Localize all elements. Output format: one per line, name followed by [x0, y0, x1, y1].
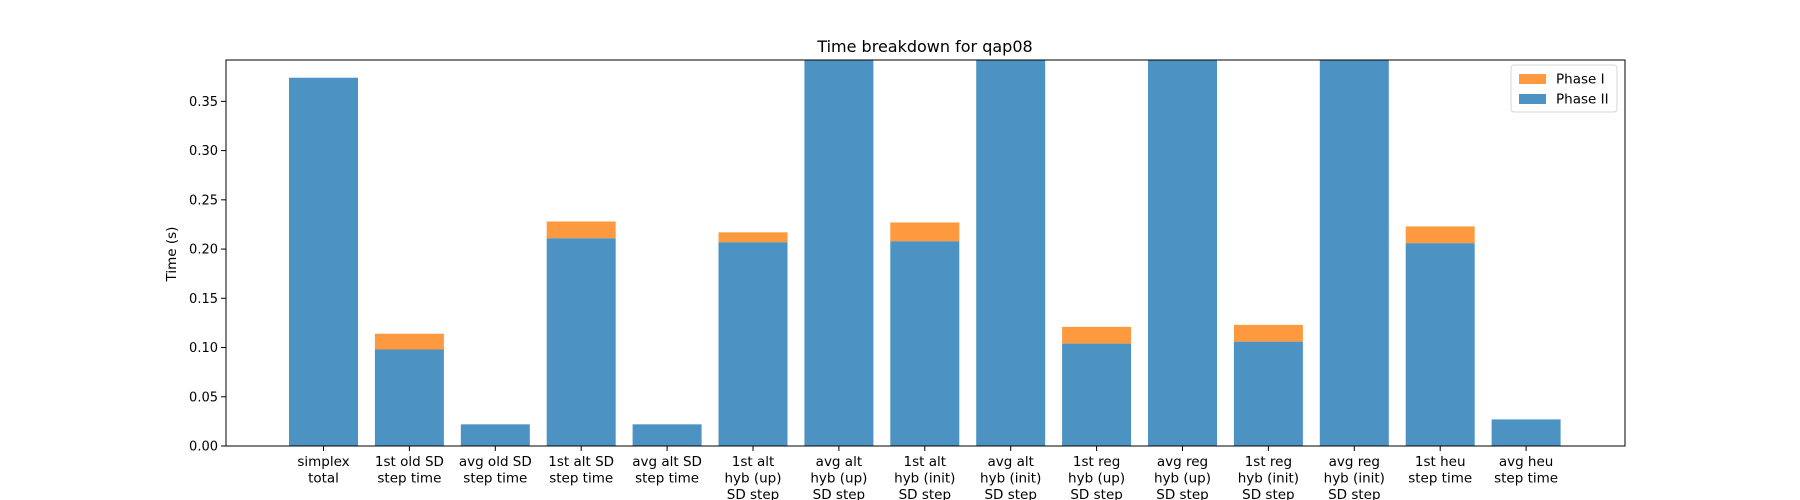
- x-tick-label-2: avg old SD step time: [459, 454, 532, 487]
- bar-phase-i-3: [546, 221, 616, 239]
- bar-phase-ii-3: [546, 238, 616, 446]
- x-tick-label-3: 1st alt SD step time: [548, 454, 614, 487]
- y-tick-label-4: 0.20: [189, 243, 218, 258]
- y-tick-label-6: 0.30: [189, 144, 218, 159]
- bar-phase-ii-14: [1491, 419, 1561, 446]
- bar-phase-i-11: [1233, 324, 1303, 342]
- bar-phase-ii-2: [460, 424, 530, 446]
- legend-swatch-phase-ii: [1519, 94, 1546, 104]
- x-tick-label-6: avg alt hyb (up) SD step: [810, 454, 867, 500]
- bar-phase-i-1: [374, 333, 444, 350]
- y-tick-label-1: 0.05: [189, 390, 218, 405]
- x-tick-label-12: avg reg hyb (init) SD step: [1324, 454, 1385, 500]
- x-tick-label-10: avg reg hyb (up) SD step: [1154, 454, 1211, 500]
- y-tick-label-3: 0.15: [189, 292, 218, 307]
- bar-phase-ii-1: [374, 349, 444, 446]
- x-tick-label-8: avg alt hyb (init) SD step: [980, 454, 1041, 500]
- bar-phase-i-5: [718, 232, 788, 243]
- chart-title: Time breakdown for qap08: [816, 37, 1032, 56]
- bar-phase-ii-0: [289, 77, 358, 446]
- y-tick-label-2: 0.10: [189, 341, 218, 356]
- bar-phase-i-7: [890, 222, 960, 242]
- bar-phase-ii-8: [976, 60, 1046, 446]
- legend-label-phase-i: Phase I: [1556, 72, 1605, 88]
- x-tick-label-14: avg heu step time: [1494, 454, 1558, 487]
- x-tick-label-11: 1st reg hyb (init) SD step: [1238, 454, 1299, 500]
- x-tick-label-1: 1st old SD step time: [375, 454, 444, 487]
- x-tick-label-4: avg alt SD step time: [632, 454, 702, 487]
- x-tick-label-7: 1st alt hyb (init) SD step: [894, 454, 955, 500]
- legend: Phase I Phase II: [1510, 64, 1618, 113]
- bar-phase-ii-10: [1148, 60, 1217, 446]
- bar-phase-ii-4: [632, 424, 702, 446]
- x-tick-label-9: 1st reg hyb (up) SD step: [1068, 454, 1125, 500]
- bar-phase-i-9: [1062, 326, 1132, 344]
- plot-frame: [225, 59, 1626, 447]
- legend-swatch-phase-i: [1519, 74, 1546, 84]
- bar-phase-ii-6: [804, 60, 874, 446]
- x-tick-label-13: 1st heu step time: [1408, 454, 1472, 487]
- bar-phase-i-13: [1405, 226, 1475, 244]
- bar-phase-ii-9: [1062, 343, 1132, 446]
- bars-layer: [289, 60, 1561, 446]
- bar-phase-ii-7: [890, 241, 960, 446]
- bar-phase-ii-12: [1319, 60, 1389, 446]
- y-tick-label-0: 0.00: [189, 440, 218, 455]
- legend-label-phase-ii: Phase II: [1556, 92, 1609, 108]
- x-tick-label-0: simplex total: [297, 454, 349, 487]
- axes-layer: 0.00 0.05 0.10 0.15 0.20 0.25 0.30 0.35 simplex t…: [189, 59, 1626, 500]
- y-axis-label: Time (s): [164, 227, 180, 283]
- y-tick-label-7: 0.35: [189, 95, 218, 110]
- x-tick-label-5: 1st alt hyb (up) SD step: [724, 454, 781, 500]
- y-tick-label-5: 0.25: [189, 193, 218, 208]
- bar-phase-ii-5: [718, 242, 788, 446]
- bar-phase-ii-11: [1233, 341, 1303, 446]
- bar-phase-ii-13: [1405, 243, 1475, 446]
